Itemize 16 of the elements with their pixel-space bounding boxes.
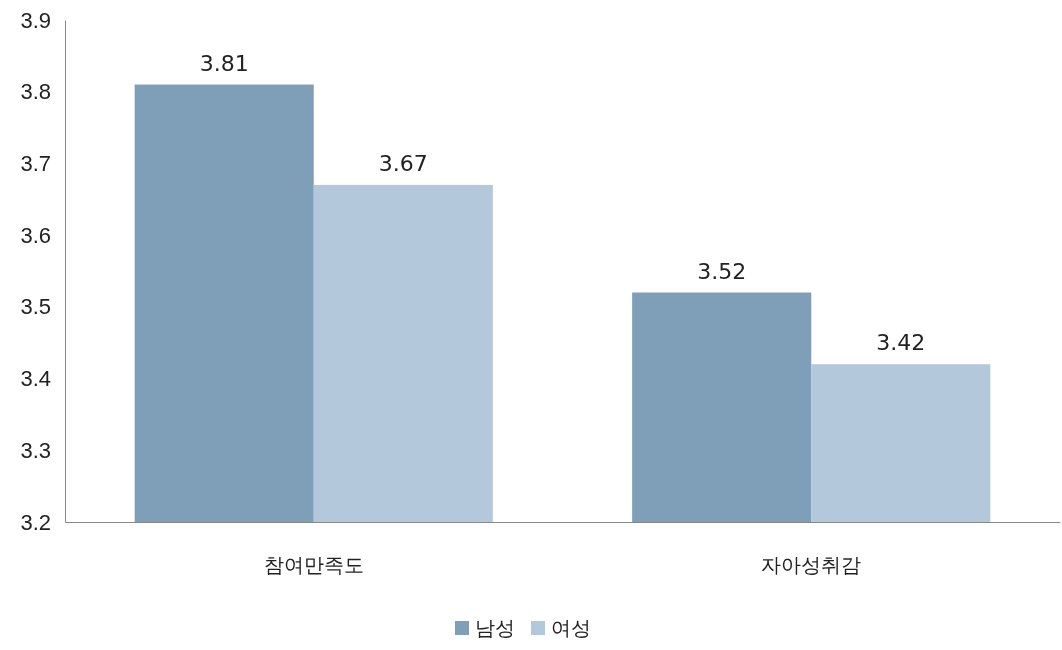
y-tick-label: 3.7 [20,150,51,176]
data-label: 3.67 [378,150,428,176]
x-tick-label: 자아성취감 [761,554,862,577]
data-label: 3.42 [876,330,926,356]
x-tick-label: 참여만족도 [263,554,364,577]
legend-label: 남성 [475,616,515,640]
y-tick-label: 3.4 [20,366,51,392]
y-tick-label: 3.8 [20,79,51,105]
y-tick-label: 3.2 [20,509,51,535]
y-tick-label: 3.6 [20,222,51,248]
data-label: 3.81 [199,50,249,76]
legend-label: 여성 [551,616,591,640]
y-tick-label: 3.9 [20,7,51,33]
y-tick-label: 3.5 [20,294,51,320]
y-tick-label: 3.3 [20,437,51,463]
data-label: 3.52 [697,258,747,284]
